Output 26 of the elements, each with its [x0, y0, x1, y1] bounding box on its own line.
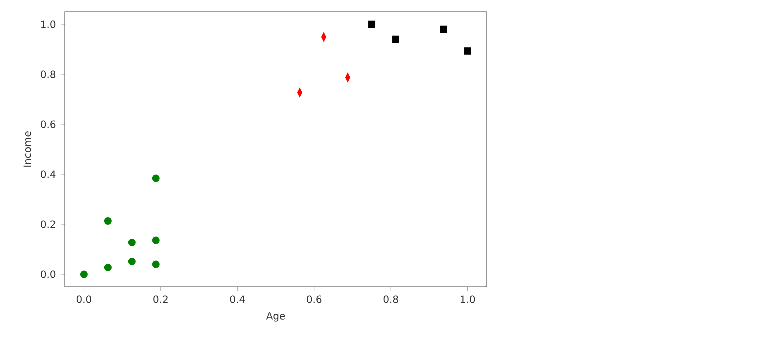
- x-axis-title: Age: [266, 312, 286, 322]
- y-axis-title: Income: [24, 132, 32, 167]
- x-tick-label: 1.0: [460, 296, 476, 304]
- y-tick-label: 0.4: [41, 170, 56, 178]
- point: [104, 264, 112, 272]
- y-tick-label: 0.8: [41, 70, 56, 78]
- y-tick-label: 1.0: [42, 20, 56, 28]
- point: [80, 270, 88, 278]
- point: [464, 48, 472, 55]
- y-tick-label: 0.2: [41, 220, 56, 228]
- point: [392, 36, 400, 44]
- y-tick-label: 0.0: [41, 270, 56, 278]
- point: [152, 236, 160, 244]
- x-tick-label: 0.0: [76, 296, 92, 304]
- y-tick-label: 0.6: [41, 120, 56, 128]
- point: [368, 20, 376, 28]
- x-tick-label: 0.8: [384, 296, 398, 304]
- point: [152, 174, 160, 182]
- point: [128, 258, 136, 266]
- x-tick-label: 0.2: [154, 296, 168, 304]
- point: [128, 239, 136, 246]
- x-tick-label: 0.6: [307, 296, 322, 304]
- point: [152, 260, 160, 268]
- x-tick-label: 0.4: [230, 296, 246, 304]
- point: [440, 26, 448, 34]
- point: [104, 218, 112, 225]
